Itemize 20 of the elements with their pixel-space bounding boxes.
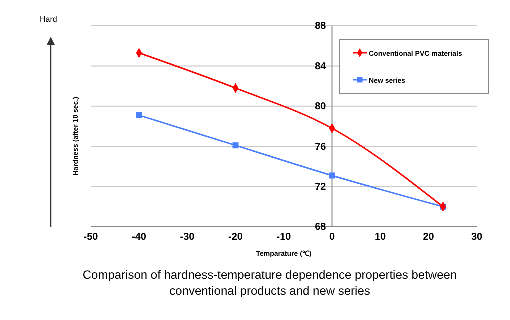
- y-tick-label: 80: [315, 102, 327, 113]
- y-tick-label: 72: [315, 182, 327, 193]
- x-tick-label: -40: [132, 232, 147, 244]
- x-tick-label: 0: [329, 232, 336, 244]
- point: [232, 142, 239, 149]
- x-tick-label: -20: [228, 232, 244, 244]
- x-tick-label: 10: [374, 232, 386, 244]
- x-tick-label: 30: [471, 232, 483, 244]
- text: Hard: [40, 15, 58, 24]
- y-tick-label: 76: [315, 142, 327, 153]
- y-tick-label: 68: [315, 222, 327, 234]
- x-tick-label: -50: [84, 232, 99, 244]
- y-tick-label: 84: [315, 61, 327, 72]
- x-tick-label: -30: [180, 232, 196, 244]
- x-tick-label: -10: [276, 232, 292, 244]
- x-tick-label: 20: [423, 232, 435, 244]
- y-tick-label: 88: [315, 21, 327, 32]
- text: Comparison of hardness-temperature dependence properties between conventional products and new series: [82, 268, 458, 298]
- point: [329, 172, 336, 179]
- point: [136, 112, 142, 118]
